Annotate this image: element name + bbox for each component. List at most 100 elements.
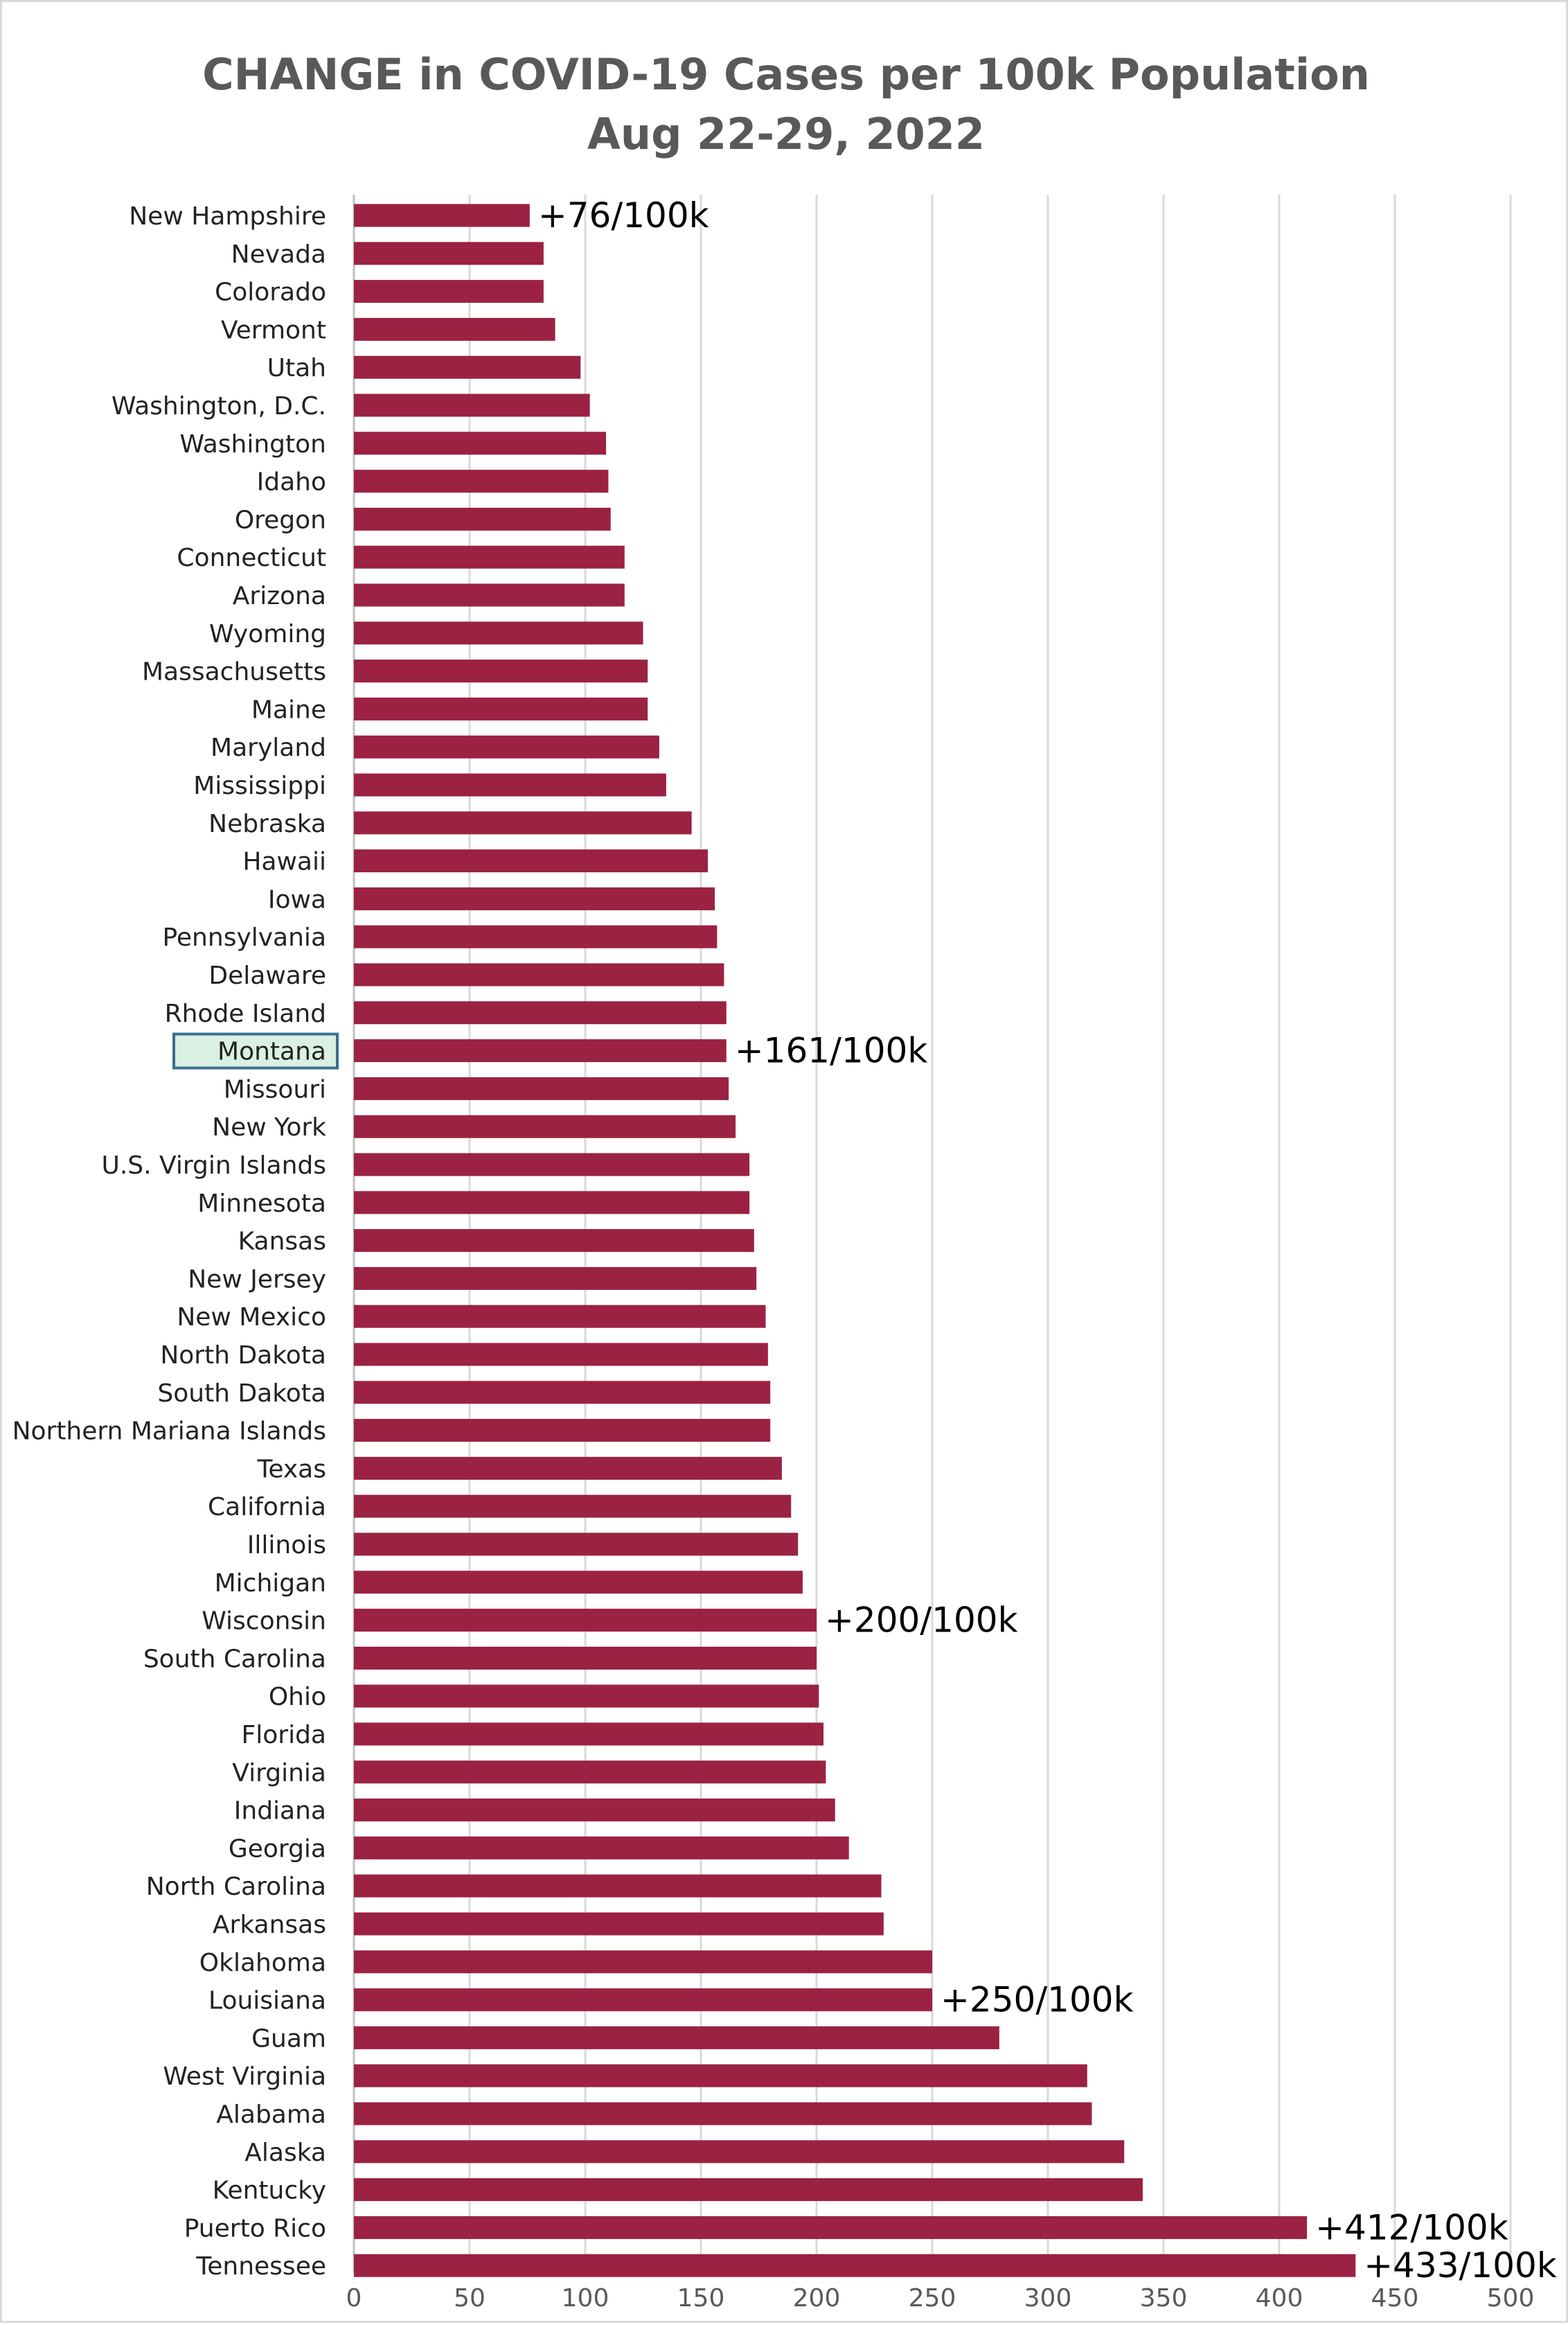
category-label: Minnesota bbox=[197, 1190, 326, 1218]
bar bbox=[354, 1419, 771, 1442]
category-label: Tennessee bbox=[195, 2252, 326, 2281]
category-label: Alaska bbox=[244, 2139, 326, 2167]
category-label: Oregon bbox=[235, 506, 326, 534]
category-label: Virginia bbox=[232, 1759, 326, 1787]
x-tick-label: 200 bbox=[793, 2284, 841, 2313]
category-label: North Carolina bbox=[146, 1873, 326, 1901]
x-tick-label: 150 bbox=[677, 2284, 725, 2313]
bar bbox=[354, 394, 590, 417]
data-label: +250/100k bbox=[941, 1980, 1134, 2020]
category-label: Washington bbox=[179, 430, 326, 459]
data-label: +200/100k bbox=[825, 1600, 1018, 1641]
category-label: Guam bbox=[251, 2024, 326, 2053]
bar bbox=[354, 2026, 999, 2049]
bar bbox=[354, 2216, 1308, 2239]
category-label: Northern Mariana Islands bbox=[12, 1417, 326, 1446]
bar bbox=[354, 317, 555, 341]
x-tick-label: 50 bbox=[454, 2284, 485, 2313]
data-label: +76/100k bbox=[538, 195, 709, 236]
x-tick-label: 450 bbox=[1371, 2284, 1419, 2313]
bar bbox=[354, 887, 715, 910]
bar bbox=[354, 1874, 882, 1898]
data-label: +412/100k bbox=[1315, 2207, 1508, 2247]
bar bbox=[354, 1039, 727, 1063]
category-label: Wyoming bbox=[209, 620, 326, 648]
highlight-box bbox=[172, 1032, 339, 1070]
chart-title: CHANGE in COVID-19 Cases per 100k Popula… bbox=[202, 49, 1370, 100]
bar bbox=[354, 773, 666, 797]
bar bbox=[354, 1684, 819, 1708]
bar bbox=[354, 735, 659, 759]
category-label: South Carolina bbox=[143, 1645, 326, 1673]
bar bbox=[354, 280, 544, 303]
bar bbox=[354, 470, 609, 493]
bar bbox=[354, 1912, 884, 1936]
category-label: Maryland bbox=[211, 734, 326, 762]
category-label: U.S. Virgin Islands bbox=[101, 1151, 326, 1180]
bar bbox=[354, 1343, 768, 1366]
category-label: Hawaii bbox=[242, 848, 326, 876]
bar bbox=[354, 1988, 932, 2012]
category-label: Idaho bbox=[257, 468, 326, 497]
category-label: Indiana bbox=[234, 1797, 326, 1825]
category-label: Oklahoma bbox=[199, 1949, 326, 1977]
bar bbox=[354, 1153, 750, 1176]
category-label: Massachusetts bbox=[142, 658, 326, 687]
category-label: Vermont bbox=[221, 316, 326, 344]
category-label: New York bbox=[212, 1113, 326, 1142]
category-label: Pennsylvania bbox=[162, 923, 326, 952]
bar bbox=[354, 1266, 757, 1290]
bar bbox=[354, 2140, 1125, 2164]
category-label: Illinois bbox=[247, 1531, 326, 1559]
bar bbox=[354, 2064, 1087, 2087]
category-label: Iowa bbox=[268, 885, 326, 914]
category-label: Colorado bbox=[215, 279, 326, 307]
category-label: New Hampshire bbox=[129, 202, 326, 231]
bar bbox=[354, 1077, 729, 1100]
category-label: California bbox=[208, 1493, 326, 1521]
bar bbox=[354, 1001, 727, 1025]
category-label: South Dakota bbox=[157, 1379, 326, 1408]
bar bbox=[354, 849, 709, 873]
bar bbox=[354, 1115, 736, 1138]
bar bbox=[354, 1381, 771, 1404]
bar bbox=[354, 1646, 817, 1670]
bar bbox=[354, 1494, 792, 1518]
chart-subtitle: Aug 22-29, 2022 bbox=[587, 109, 986, 159]
bar bbox=[354, 545, 625, 569]
category-label: Washington, D.C. bbox=[112, 392, 326, 421]
bar bbox=[354, 2102, 1092, 2125]
bar bbox=[354, 242, 544, 265]
category-label: Alabama bbox=[216, 2101, 326, 2129]
category-label: New Mexico bbox=[177, 1303, 326, 1332]
bar bbox=[354, 583, 625, 607]
category-label: Nevada bbox=[231, 240, 326, 269]
x-tick-label: 500 bbox=[1487, 2284, 1535, 2313]
category-label: Georgia bbox=[229, 1835, 326, 1863]
x-tick-label: 100 bbox=[562, 2284, 609, 2313]
bar bbox=[354, 1798, 835, 1822]
bar bbox=[354, 660, 648, 683]
bar bbox=[354, 1950, 932, 1974]
category-label: Utah bbox=[267, 354, 326, 382]
category-label: Delaware bbox=[208, 962, 326, 990]
bar bbox=[354, 2254, 1356, 2277]
category-label: Rhode Island bbox=[165, 1000, 326, 1028]
category-label: West Virginia bbox=[163, 2062, 326, 2091]
category-label: North Dakota bbox=[160, 1341, 326, 1370]
category-label: Kansas bbox=[238, 1228, 326, 1256]
bar bbox=[354, 621, 643, 645]
bar bbox=[354, 1305, 766, 1328]
bar bbox=[354, 963, 724, 987]
x-tick-label: 400 bbox=[1256, 2284, 1303, 2313]
bar bbox=[354, 1532, 799, 1556]
bar bbox=[354, 811, 692, 835]
bar bbox=[354, 697, 648, 721]
category-label: Connecticut bbox=[177, 544, 326, 572]
x-tick-label: 0 bbox=[346, 2284, 362, 2313]
bar bbox=[354, 355, 581, 379]
bar bbox=[354, 1571, 803, 1594]
x-tick-label: 300 bbox=[1024, 2284, 1072, 2313]
bar bbox=[354, 432, 607, 455]
